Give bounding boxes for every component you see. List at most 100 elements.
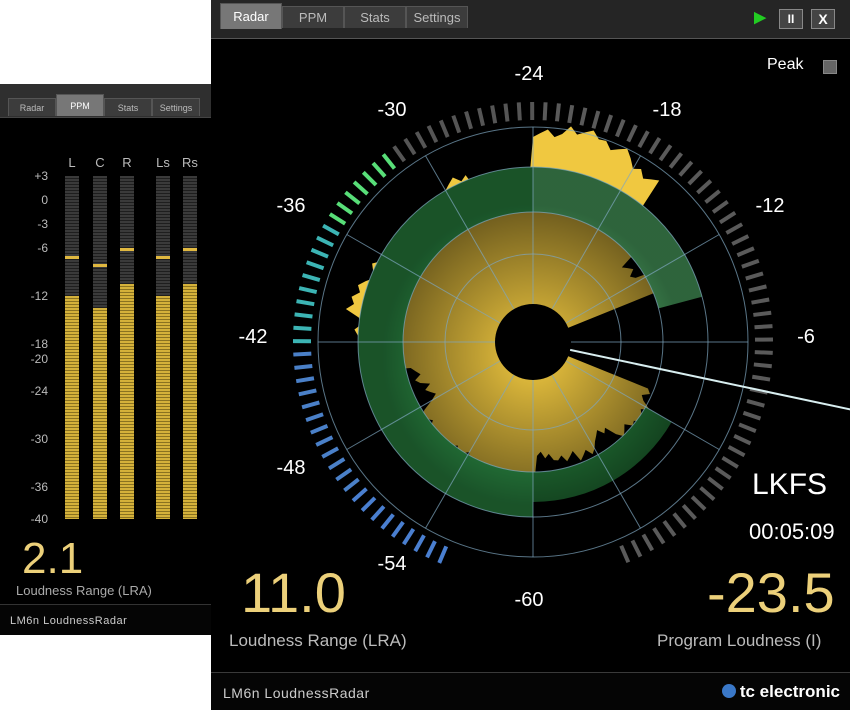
ppm-meter-rs: [183, 176, 197, 519]
scale-label-minus24: -24: [515, 63, 544, 85]
tc-electronic-icon: [722, 684, 736, 698]
program-loudness-label: Program Loudness (I): [657, 631, 821, 651]
ppm-meter-fill: [183, 284, 197, 519]
momentary-segment: [393, 522, 404, 537]
momentary-segment: [427, 541, 435, 557]
momentary-segment: [453, 116, 459, 133]
scale-label-minus30: -30: [378, 99, 407, 121]
momentary-segment: [674, 514, 685, 528]
ppm-peak-hold: [93, 264, 107, 267]
momentary-segment: [303, 275, 320, 280]
momentary-segment: [701, 488, 715, 500]
momentary-segment: [654, 528, 664, 543]
momentary-segment: [716, 468, 731, 478]
scale-label-minus54: -54: [378, 553, 407, 575]
ppm-lra-label: Loudness Range (LRA): [16, 583, 152, 598]
momentary-segment: [466, 112, 471, 129]
ppm-meter-c: [93, 176, 107, 519]
momentary-segment: [722, 458, 737, 467]
momentary-segment: [628, 125, 636, 141]
momentary-segment: [353, 489, 367, 501]
momentary-segment: [363, 172, 376, 185]
momentary-segment: [749, 286, 767, 290]
momentary-segment: [751, 299, 769, 302]
ppm-meter-r: [120, 176, 134, 519]
ppm-scale-label: -30: [18, 432, 48, 446]
momentary-segment: [713, 202, 728, 213]
momentary-segment: [345, 192, 359, 203]
momentary-segment: [689, 171, 702, 184]
ppm-tab-settings[interactable]: Settings: [152, 98, 200, 116]
momentary-segment: [337, 203, 352, 213]
momentary-segment: [295, 314, 313, 316]
momentary-segment: [417, 132, 426, 148]
momentary-segment: [569, 105, 572, 123]
momentary-segment: [593, 111, 598, 128]
momentary-segment: [302, 402, 319, 407]
momentary-segment: [293, 354, 311, 355]
scale-label-minus36: -36: [277, 195, 306, 217]
momentary-segment: [643, 535, 652, 551]
ppm-tab-radar[interactable]: Radar: [8, 98, 56, 116]
brand-name: tc electronic: [740, 682, 840, 701]
channel-label-rs: Rs: [180, 155, 200, 170]
main-footer: LM6n LoudnessRadar tc electronic: [211, 672, 850, 710]
product-logo: LM6n LoudnessRadar: [223, 685, 370, 701]
momentary-segment: [743, 413, 760, 419]
momentary-segment: [754, 364, 772, 366]
ppm-tab-ppm[interactable]: PPM: [56, 94, 104, 116]
momentary-segment: [692, 497, 705, 510]
momentary-segment: [344, 479, 358, 490]
momentary-segment: [316, 437, 332, 445]
ppm-scale-label: -6: [18, 241, 48, 255]
momentary-segment: [296, 378, 314, 381]
momentary-segment: [294, 366, 312, 368]
ppm-tab-stats[interactable]: Stats: [104, 98, 152, 116]
ppm-footer: LM6n LoudnessRadar: [0, 604, 211, 635]
momentary-segment: [680, 162, 692, 176]
ppm-scale-label: 0: [18, 193, 48, 207]
momentary-segment: [354, 182, 367, 194]
momentary-segment: [415, 535, 424, 551]
channel-label-r: R: [117, 155, 137, 170]
momentary-segment: [405, 139, 415, 154]
momentary-segment: [441, 120, 448, 137]
momentary-segment: [557, 103, 559, 121]
ppm-peak-hold: [156, 256, 170, 259]
ppm-meter-fill: [93, 308, 107, 519]
momentary-segment: [755, 326, 773, 327]
momentary-segment: [670, 153, 681, 167]
unit-label: LKFS: [752, 468, 827, 502]
channel-label-l: L: [62, 155, 82, 170]
ppm-lra-value: 2.1: [22, 534, 83, 584]
momentary-segment: [605, 115, 611, 132]
ppm-scale-label: -20: [18, 352, 48, 366]
momentary-segment: [311, 426, 328, 433]
momentary-segment: [311, 250, 328, 257]
momentary-segment: [439, 546, 446, 563]
momentary-segment: [734, 436, 750, 444]
momentary-segment: [664, 521, 675, 536]
momentary-segment: [632, 541, 640, 557]
momentary-segment: [362, 498, 375, 511]
scale-label-minus48: -48: [277, 457, 306, 479]
channel-label-ls: Ls: [153, 155, 173, 170]
momentary-segment: [708, 478, 722, 489]
ppm-meter-fill: [65, 296, 79, 519]
ppm-meter-ls: [156, 176, 170, 519]
radar-window: Radar PPM Stats Settings ▶ II X -24 -18 …: [211, 0, 850, 709]
momentary-segment: [429, 126, 437, 142]
channel-label-c: C: [90, 155, 110, 170]
momentary-segment: [755, 352, 773, 353]
peak-label: Peak: [767, 56, 803, 74]
ppm-tab-bar: Radar PPM Stats Settings: [0, 84, 211, 118]
momentary-segment: [307, 262, 324, 268]
momentary-segment: [317, 238, 333, 246]
peak-indicator[interactable]: [823, 60, 837, 74]
momentary-segment: [639, 131, 648, 147]
momentary-segment: [742, 261, 759, 267]
momentary-segment: [479, 108, 483, 126]
momentary-segment: [747, 401, 764, 406]
ppm-product-logo: LM6n LoudnessRadar: [10, 615, 127, 627]
